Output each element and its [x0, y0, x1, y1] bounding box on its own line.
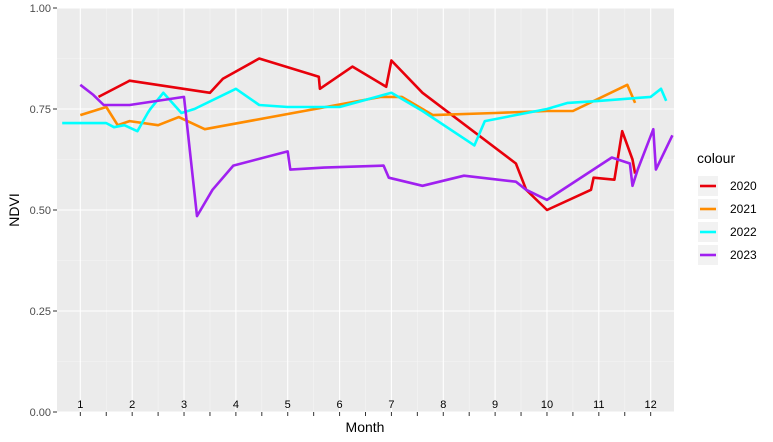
series-line-2023 [79, 83, 674, 218]
legend: colour 2020 2021 2022 2023 [697, 150, 757, 265]
y-tick-label: 1.00 [30, 3, 51, 15]
legend-label: 2020 [730, 179, 757, 193]
legend-item-2021: 2021 [698, 199, 757, 219]
y-tick-label: 0.50 [30, 205, 51, 217]
y-tick-label: 0.00 [30, 407, 51, 419]
legend-label: 2022 [730, 225, 757, 239]
y-axis: 0.00 0.25 0.50 0.75 1.00 [30, 3, 57, 419]
y-axis-title: NDVI [6, 193, 22, 226]
series-line-2022 [62, 87, 668, 147]
x-axis-title: Month [346, 419, 385, 435]
major-grid [57, 7, 674, 413]
x-tick-label: 11 [593, 399, 604, 411]
x-tick-label: 5 [285, 399, 291, 411]
x-tick-label: 7 [388, 399, 394, 411]
y-tick-label: 0.75 [30, 104, 51, 116]
legend-label: 2021 [730, 202, 757, 216]
x-tick-label: 3 [181, 399, 187, 411]
x-tick-label: 2 [129, 399, 135, 411]
legend-item-2023: 2023 [698, 245, 757, 265]
x-tick-label: 4 [233, 399, 239, 411]
x-tick-label: 1 [77, 399, 83, 411]
legend-label: 2023 [730, 248, 757, 262]
x-tick-label: 12 [645, 399, 657, 411]
x-tick-label: 6 [337, 399, 343, 411]
x-axis: 1 2 3 4 5 6 7 8 9 10 11 12 [77, 399, 657, 416]
series-lines [62, 57, 674, 218]
legend-title: colour [697, 150, 735, 166]
x-tick-label: 8 [440, 399, 446, 411]
series-line-2020 [97, 57, 637, 212]
legend-item-2020: 2020 [698, 176, 757, 196]
legend-items: 2020 2021 2022 2023 [698, 176, 757, 265]
y-tick-label: 0.25 [30, 306, 51, 318]
x-tick-label: 10 [541, 399, 553, 411]
legend-item-2022: 2022 [698, 222, 757, 242]
x-tick-label: 9 [492, 399, 498, 411]
